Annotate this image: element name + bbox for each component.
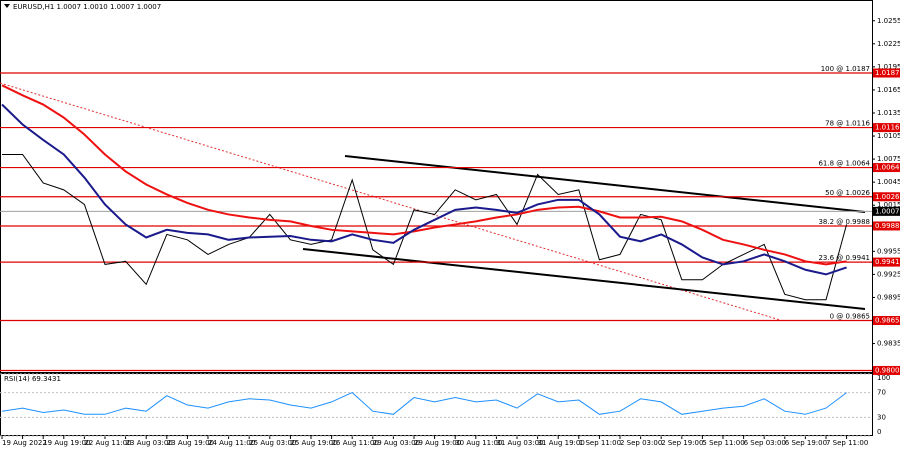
x-tick-label: 26 Aug 11:00 (332, 439, 379, 447)
y-tick-label: 1.0105 (877, 132, 900, 140)
y-tick-label: 1.0045 (877, 178, 900, 186)
x-tick-label: 19 Aug 19:00 (43, 439, 90, 447)
rsi-tick-label: 0 (877, 428, 881, 436)
rsi-label: RSI(14) 69.3431 (4, 375, 61, 383)
price-tag-label: 1.0187 (875, 69, 900, 77)
x-tick-label: 31 Aug 19:00 (538, 439, 585, 447)
price-tag (873, 123, 900, 133)
current-price-tag (873, 206, 900, 216)
moving-average (1, 84, 847, 266)
x-tick-label: 25 Aug 19:00 (290, 439, 337, 447)
x-tick-label: 19 Aug 2022 (2, 439, 47, 447)
y-tick-label: 1.0165 (877, 86, 900, 94)
fib-label: 61.8 @ 1.0064 (818, 160, 870, 168)
x-tick-label: 1 Sep 11:00 (579, 439, 621, 447)
rsi-panel (0, 373, 873, 436)
fib-label: 38.2 @ 0.9988 (818, 218, 870, 226)
moving-average (1, 103, 847, 276)
x-tick-label: 25 Aug 03:00 (249, 439, 296, 447)
fib-label: 78 @ 1.0116 (825, 120, 870, 128)
y-tick-label: 0.9835 (877, 340, 900, 348)
y-tick-label: 1.0195 (877, 63, 900, 71)
x-tick-label: 7 Sep 11:00 (826, 439, 868, 447)
x-tick-label: 5 Sep 11:00 (702, 439, 744, 447)
y-tick-label: 1.0135 (877, 109, 900, 117)
upper-channel (344, 155, 866, 213)
dashed-trend (0, 82, 781, 321)
lower-channel (302, 248, 866, 310)
x-tick-label: 23 Aug 19:00 (167, 439, 214, 447)
price-tag-label: 0.9865 (875, 317, 900, 325)
price-line (2, 153, 848, 301)
fib-label: 100 @ 1.0187 (821, 65, 870, 73)
fib-label: 50 @ 1.0026 (825, 189, 870, 197)
price-tag-label: 0.9941 (875, 258, 900, 266)
fib-label: 23.6 @ 0.9941 (818, 254, 870, 262)
chart-title: EURUSD,H1 1.0007 1.0010 1.0007 1.0007 (13, 3, 161, 11)
menu-arrow (4, 4, 10, 8)
price-tag-label: 1.0064 (875, 164, 900, 172)
y-tick-label: 0.9955 (877, 247, 900, 255)
y-tick-label: 1.0255 (877, 17, 900, 25)
price-tag (873, 221, 900, 231)
price-tag (873, 365, 900, 375)
y-tick-label: 1.0225 (877, 40, 900, 48)
x-tick-label: 24 Aug 11:00 (208, 439, 255, 447)
x-tick-label: 29 Aug 03:00 (373, 439, 420, 447)
y-tick-label: 0.9925 (877, 270, 900, 278)
y-tick-label: 0.9895 (877, 293, 900, 301)
rsi-line (1, 392, 847, 415)
x-tick-label: 29 Aug 19:00 (414, 439, 461, 447)
rsi-tick-label: 30 (877, 413, 886, 421)
x-tick-label: 2 Sep 03:00 (620, 439, 662, 447)
x-tick-label: 31 Aug 03:00 (496, 439, 543, 447)
price-tag-label: 1.0116 (875, 124, 900, 132)
x-tick-label: 2 Sep 19:00 (661, 439, 703, 447)
rsi-tick-label: 100 (877, 374, 890, 382)
x-tick-label: 30 Aug 11:00 (455, 439, 502, 447)
price-tag (873, 68, 900, 78)
price-tag-label: 0.9800 (875, 366, 900, 374)
price-tag (873, 192, 900, 202)
y-tick-label: 1.0075 (877, 155, 900, 163)
price-tag (873, 163, 900, 173)
price-tag (873, 257, 900, 267)
main-panel (0, 0, 873, 373)
x-tick-label: 6 Sep 03:00 (744, 439, 786, 447)
fib-label: 0 @ 0.9865 (830, 313, 870, 321)
price-tag (873, 316, 900, 326)
rsi-tick-label: 70 (877, 389, 886, 397)
price-tag-label: 1.0026 (875, 193, 900, 201)
x-tick-label: 22 Aug 11:00 (84, 439, 131, 447)
x-tick-label: 23 Aug 03:00 (126, 439, 173, 447)
y-tick-label: 1.0015 (877, 201, 900, 209)
current-price-label: 1.0007 (875, 207, 900, 215)
x-tick-label: 6 Sep 19:00 (785, 439, 827, 447)
price-tag-label: 0.9988 (875, 222, 900, 230)
